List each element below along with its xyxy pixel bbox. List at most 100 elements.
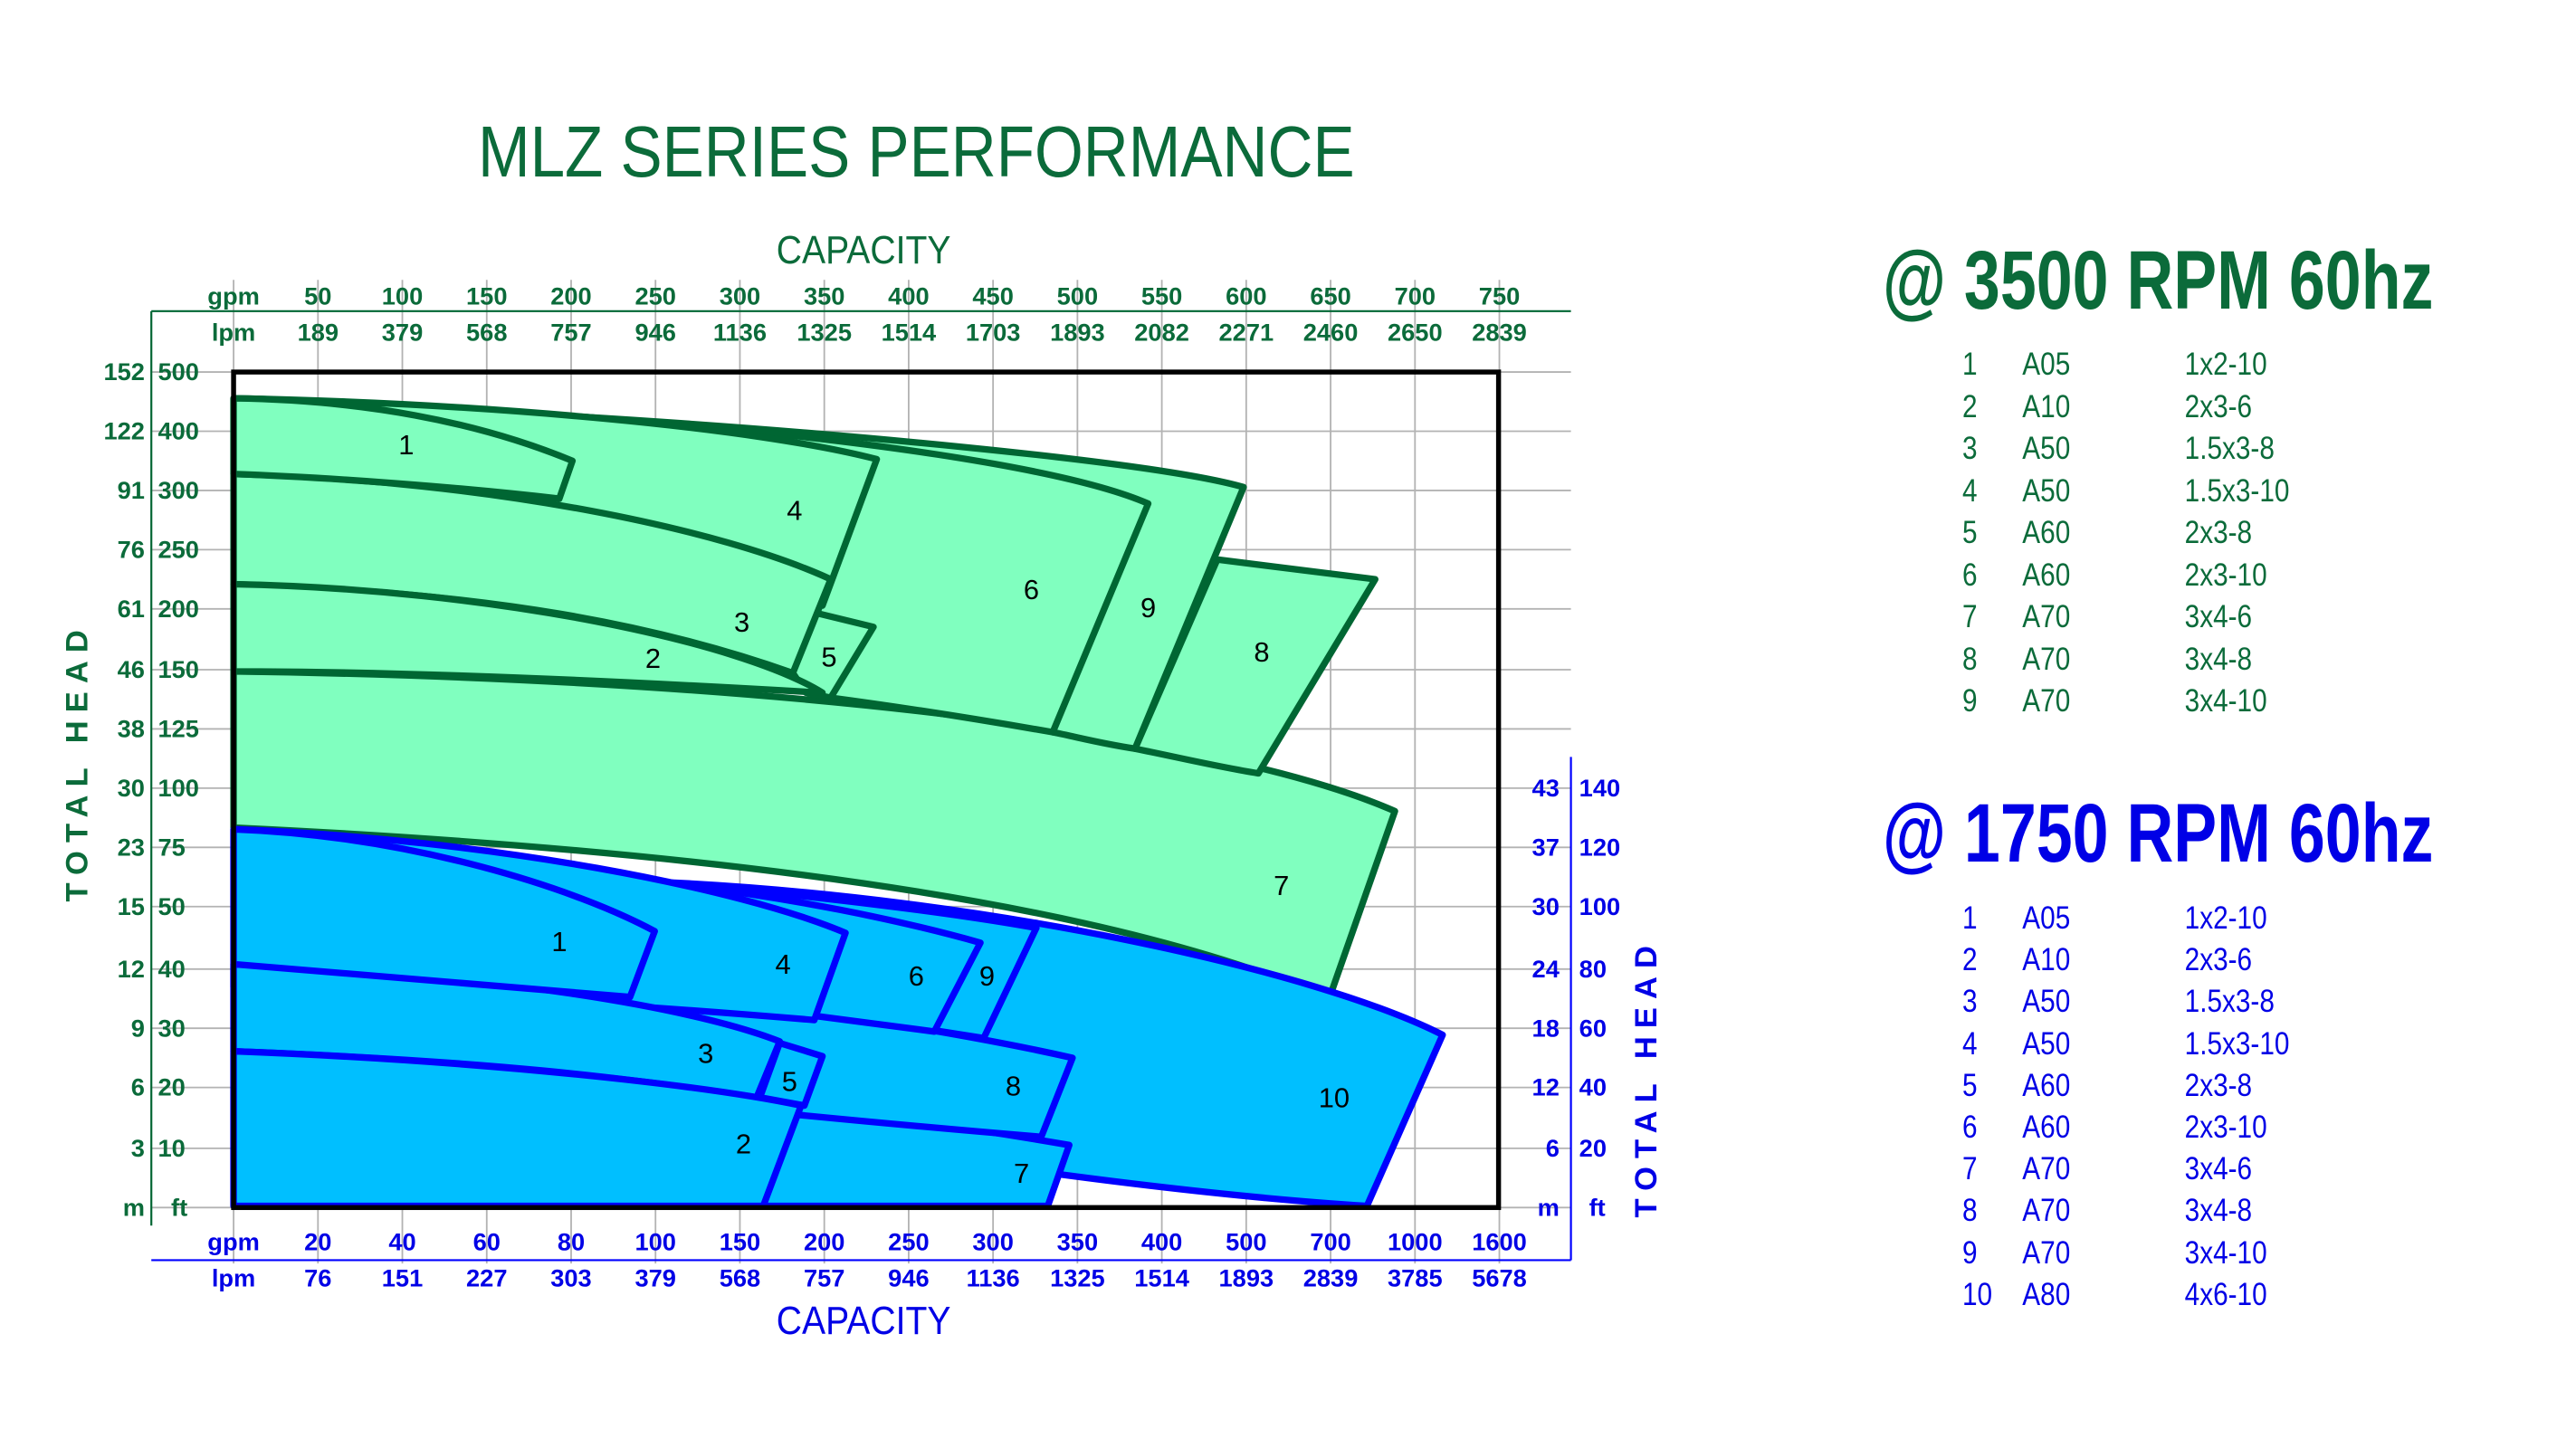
- left-m-tick: 12: [118, 955, 145, 983]
- top-lpm-tick: 2271: [1219, 319, 1274, 347]
- region-1750-1: [230, 825, 658, 1001]
- right-axis-title: TOTAL HEAD: [1629, 938, 1664, 1217]
- top-gpm-tick: 750: [1479, 282, 1520, 310]
- left-ft-tick: 75: [157, 833, 185, 861]
- top-lpm-tick: 946: [634, 319, 675, 347]
- region-3500-2: [230, 580, 826, 697]
- region-label-1750-3: 3: [698, 1037, 713, 1069]
- right-m-tick: 24: [1532, 955, 1560, 983]
- bottom-gpm-tick: 40: [388, 1228, 415, 1256]
- top-lpm-tick: 1325: [797, 319, 852, 347]
- bottom-gpm-tick: 1600: [1472, 1228, 1527, 1256]
- top-axis-title: CAPACITY: [777, 229, 951, 272]
- left-ft-tick: 125: [157, 715, 198, 743]
- bottom-lpm-tick: 76: [304, 1264, 331, 1292]
- left-m-tick: 152: [103, 357, 144, 386]
- left-ft-tick: 100: [157, 774, 198, 802]
- bottom-lpm-unit: lpm: [212, 1264, 255, 1292]
- left-ft-tick: 300: [157, 476, 198, 504]
- top-lpm-tick: 2460: [1303, 319, 1359, 347]
- top-gpm-tick: 250: [634, 282, 675, 310]
- region-label-3500-7: 7: [1274, 870, 1289, 901]
- right-ft-tick: 20: [1579, 1134, 1607, 1162]
- bottom-gpm-unit: gpm: [207, 1228, 260, 1256]
- left-ft-unit: ft: [171, 1193, 187, 1221]
- bottom-gpm-tick: 1000: [1388, 1228, 1443, 1256]
- bottom-gpm-tick: 700: [1310, 1228, 1350, 1256]
- left-m-tick: 46: [118, 655, 145, 683]
- top-lpm-tick: 568: [466, 319, 507, 347]
- bottom-lpm-tick: 227: [466, 1264, 507, 1292]
- region-label-3500-4: 4: [787, 495, 802, 527]
- top-gpm-tick: 200: [550, 282, 591, 310]
- right-ft-tick: 80: [1579, 955, 1607, 983]
- top-gpm-tick: 700: [1395, 282, 1436, 310]
- top-lpm-tick: 757: [550, 319, 591, 347]
- region-label-3500-6: 6: [1024, 574, 1039, 605]
- region-label-1750-9: 9: [979, 960, 995, 992]
- left-ft-tick: 20: [157, 1073, 185, 1101]
- left-m-tick: 30: [118, 774, 145, 802]
- region-label-3500-9: 9: [1140, 592, 1156, 624]
- right-ft-tick: 140: [1579, 774, 1620, 802]
- right-m-tick: 37: [1532, 833, 1560, 861]
- top-gpm-tick: 500: [1057, 282, 1098, 310]
- top-lpm-tick: 2650: [1388, 319, 1443, 347]
- region-3500-7: [230, 668, 1398, 1003]
- bottom-gpm-tick: 60: [473, 1228, 501, 1256]
- top-lpm-tick: 1136: [713, 319, 767, 347]
- right-ft-unit: ft: [1589, 1193, 1606, 1221]
- region-label-1750-10: 10: [1319, 1081, 1350, 1113]
- left-m-tick: 38: [118, 715, 145, 743]
- bottom-lpm-tick: 379: [634, 1264, 675, 1292]
- region-1750-2: [230, 1048, 805, 1210]
- bottom-axis-title: CAPACITY: [777, 1300, 951, 1343]
- region-label-1750-1: 1: [551, 926, 567, 957]
- left-ft-tick: 150: [157, 655, 198, 683]
- region-label-1750-8: 8: [1006, 1071, 1021, 1102]
- left-axis-title: TOTAL HEAD: [60, 622, 94, 901]
- top-lpm-tick: 1514: [882, 319, 937, 347]
- bottom-gpm-tick: 250: [888, 1228, 929, 1256]
- bottom-lpm-tick: 946: [888, 1264, 929, 1292]
- top-lpm-tick: 1893: [1050, 319, 1105, 347]
- bottom-lpm-tick: 1136: [967, 1264, 1020, 1292]
- left-m-tick: 61: [118, 595, 145, 623]
- top-lpm-tick: 1703: [966, 319, 1021, 347]
- bottom-lpm-tick: 1514: [1134, 1264, 1189, 1292]
- top-gpm-unit: gpm: [207, 282, 260, 310]
- top-gpm-tick: 550: [1141, 282, 1182, 310]
- right-m-tick: 43: [1532, 774, 1560, 802]
- left-ft-tick: 10: [157, 1134, 185, 1162]
- right-m-tick: 6: [1546, 1134, 1560, 1162]
- region-label-3500-8: 8: [1254, 636, 1269, 668]
- left-m-tick: 9: [131, 1014, 145, 1042]
- bottom-lpm-tick: 151: [382, 1264, 423, 1292]
- bottom-lpm-tick: 1325: [1050, 1264, 1105, 1292]
- left-m-unit: m: [123, 1193, 145, 1221]
- right-ft-tick: 40: [1579, 1073, 1607, 1101]
- region-3500-8: [1131, 556, 1379, 777]
- region-label-3500-3: 3: [734, 606, 749, 638]
- right-m-unit: m: [1538, 1193, 1560, 1221]
- right-m-tick: 18: [1532, 1014, 1560, 1042]
- left-m-tick: 15: [118, 892, 145, 920]
- bottom-lpm-tick: 3785: [1388, 1264, 1443, 1292]
- right-ft-tick: 60: [1579, 1014, 1607, 1042]
- bottom-gpm-tick: 350: [1057, 1228, 1098, 1256]
- region-label-3500-2: 2: [645, 643, 661, 674]
- bottom-lpm-tick: 568: [720, 1264, 760, 1292]
- left-ft-tick: 500: [157, 357, 198, 386]
- left-m-tick: 122: [103, 417, 144, 445]
- left-ft-tick: 50: [157, 892, 185, 920]
- bottom-gpm-tick: 300: [972, 1228, 1013, 1256]
- top-gpm-tick: 600: [1226, 282, 1266, 310]
- right-ft-tick: 120: [1579, 833, 1620, 861]
- left-ft-tick: 250: [157, 535, 198, 563]
- top-lpm-tick: 189: [298, 319, 339, 347]
- left-ft-tick: 400: [157, 417, 198, 445]
- top-gpm-tick: 450: [972, 282, 1013, 310]
- top-gpm-tick: 400: [888, 282, 929, 310]
- bottom-gpm-tick: 20: [304, 1228, 331, 1256]
